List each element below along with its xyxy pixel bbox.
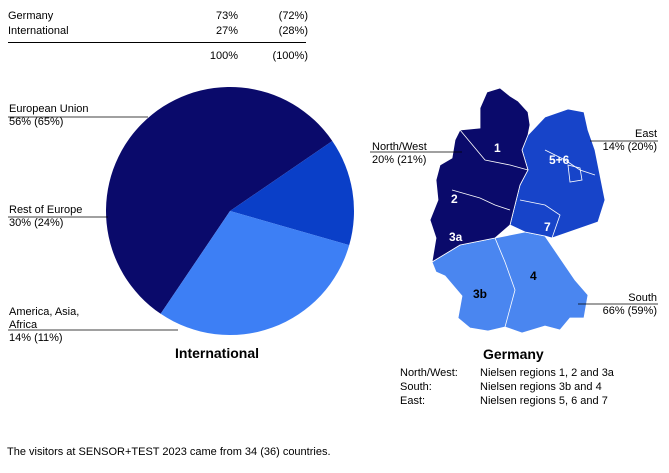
- pie-label-eu-value: 56% (65%): [9, 116, 64, 128]
- table-row-total: 100% (100%): [8, 50, 308, 64]
- table-row-international: International 27% (28%): [8, 25, 308, 39]
- pie-label-rest-europe: Rest of Europe 30% (24%): [9, 204, 82, 230]
- region-number-2: 2: [451, 192, 458, 206]
- region-number-5-6: 5+6: [549, 153, 570, 167]
- map-label-east-value: 14% (20%): [602, 141, 657, 153]
- pie-label-eu: European Union 56% (65%): [9, 103, 89, 129]
- region-number-4: 4: [530, 269, 537, 283]
- legend-row-east: East: Nielsen regions 5, 6 and 7: [400, 395, 660, 409]
- region-number-3b: 3b: [473, 287, 487, 301]
- map-label-northwest-name: North/West: [372, 141, 427, 153]
- region-number-1: 1: [494, 141, 501, 155]
- row-label: Germany: [8, 10, 54, 22]
- map-border-line: [519, 199, 561, 239]
- pie-label-other-name-2: Africa: [9, 319, 38, 331]
- legend-row-northwest: North/West: Nielsen regions 1, 2 and 3a: [400, 367, 660, 381]
- legend-value: Nielsen regions 3b and 4: [480, 381, 602, 393]
- germany-title: Germany: [483, 346, 544, 362]
- map-border-line: [459, 129, 529, 171]
- map-label-northwest: North/West 20% (21%): [372, 141, 427, 167]
- map-label-south-value: 66% (59%): [602, 305, 657, 317]
- row-value: 27%: [215, 25, 238, 37]
- region-number-7: 7: [544, 220, 551, 234]
- map-label-south-name: South: [628, 292, 657, 304]
- map-label-south: South 66% (59%): [603, 292, 657, 318]
- legend-key: East:: [400, 395, 426, 407]
- map-border-line: [494, 237, 516, 328]
- pie-label-other: America, Asia, Africa 14% (11%): [9, 306, 79, 345]
- footnote: The visitors at SENSOR+TEST 2023 came fr…: [7, 446, 331, 458]
- row-prev-value: (72%): [278, 10, 308, 22]
- table-row-germany: Germany 73% (72%): [8, 10, 308, 24]
- region-number-3a: 3a: [449, 230, 463, 244]
- table-divider: [8, 42, 306, 43]
- international-pie: [105, 86, 355, 336]
- pie-label-other-value: 14% (11%): [9, 332, 63, 344]
- pie-slice-america-asia-africa: [230, 140, 355, 246]
- legend-row-south: South: Nielsen regions 3b and 4: [400, 381, 660, 395]
- pie-label-other-name: America, Asia,: [9, 306, 80, 318]
- map-berlin-outline: [567, 164, 583, 183]
- international-title: International: [175, 345, 260, 361]
- map-label-northwest-value: 20% (21%): [372, 154, 427, 166]
- legend-value: Nielsen regions 1, 2 and 3a: [480, 367, 614, 379]
- legend-key: North/West:: [400, 367, 458, 379]
- pie-slice-european-union: [105, 86, 333, 314]
- pie-label-eu-name: European Union: [9, 103, 89, 115]
- row-label: International: [8, 25, 69, 37]
- map-region-northwest: [429, 87, 531, 263]
- map-label-east-name: East: [634, 128, 657, 140]
- total-value: 100%: [209, 50, 238, 62]
- legend-key: South:: [400, 381, 432, 393]
- row-value: 73%: [215, 10, 238, 22]
- pie-label-rest-europe-name: Rest of Europe: [9, 204, 83, 216]
- total-prev-value: (100%): [272, 50, 308, 62]
- map-border-line: [544, 149, 596, 176]
- row-prev-value: (28%): [278, 25, 308, 37]
- germany-map: [429, 87, 606, 334]
- pie-slice-rest-of-europe: [160, 211, 350, 336]
- map-border-line: [451, 189, 511, 211]
- map-label-east: East 14% (20%): [603, 128, 657, 154]
- legend-value: Nielsen regions 5, 6 and 7: [480, 395, 608, 407]
- pie-label-rest-europe-value: 30% (24%): [9, 217, 64, 229]
